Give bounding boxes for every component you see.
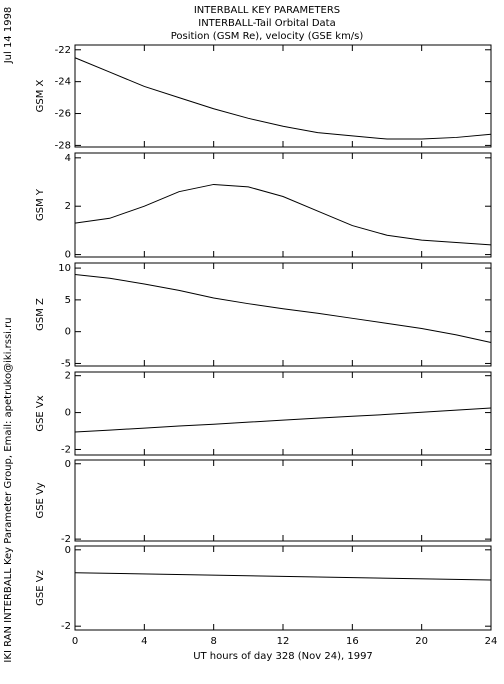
x-tick-label: 20	[415, 636, 428, 647]
y-tick-label: 10	[58, 263, 71, 274]
panel-frame	[74, 459, 492, 542]
x-tick-label: 0	[72, 636, 78, 647]
date-stamp: Jul 14 1998	[3, 7, 14, 65]
y-axis-label: GSE Vz	[35, 570, 46, 606]
title: INTERBALL KEY PARAMETERS	[194, 5, 340, 16]
y-tick-label: -22	[55, 45, 71, 56]
x-axis-label: UT hours of day 328 (Nov 24), 1997	[193, 651, 373, 662]
panel-frame	[74, 44, 492, 148]
y-tick-label: -28	[55, 140, 71, 151]
y-tick-label: 2	[65, 371, 71, 382]
y-tick-label: -2	[61, 444, 71, 455]
y-axis-label: GSE Vx	[35, 395, 46, 431]
panel-frame	[74, 371, 492, 456]
y-axis-label: GSM Y	[35, 188, 46, 221]
data-line	[74, 183, 492, 246]
data-line	[74, 407, 492, 433]
panel-frame	[74, 262, 492, 367]
y-tick-label: -2	[61, 534, 71, 545]
y-tick-label: 0	[65, 408, 71, 419]
data-line	[74, 273, 492, 343]
y-tick-label: 0	[65, 545, 71, 556]
y-axis-label: GSM Z	[35, 298, 46, 331]
x-tick-label: 8	[210, 636, 216, 647]
subtitle: INTERBALL-Tail Orbital Data	[198, 18, 335, 29]
y-tick-label: 2	[65, 201, 71, 212]
y-axis-label: GSE Vy	[35, 482, 46, 518]
y-tick-label: 0	[65, 459, 71, 470]
description: Position (GSM Re), velocity (GSE km/s)	[171, 31, 364, 42]
y-tick-label: -24	[55, 77, 71, 88]
y-tick-label: 4	[65, 153, 71, 164]
panel-frame	[74, 152, 492, 258]
y-tick-label: 5	[65, 295, 71, 306]
x-tick-label: 16	[346, 636, 359, 647]
y-axis-label: GSM X	[35, 79, 46, 112]
x-tick-label: 24	[485, 636, 498, 647]
x-tick-label: 4	[141, 636, 147, 647]
y-tick-label: 0	[65, 250, 71, 261]
y-tick-label: -5	[61, 358, 71, 369]
data-line	[74, 57, 492, 140]
data-line	[74, 572, 492, 581]
y-tick-label: -26	[55, 109, 71, 120]
x-tick-label: 12	[277, 636, 290, 647]
y-tick-label: 0	[65, 327, 71, 338]
panel-frame	[74, 545, 492, 631]
y-tick-label: -2	[61, 621, 71, 632]
credit: IKI RAN INTERBALL Key Parameter Group, E…	[3, 317, 14, 662]
